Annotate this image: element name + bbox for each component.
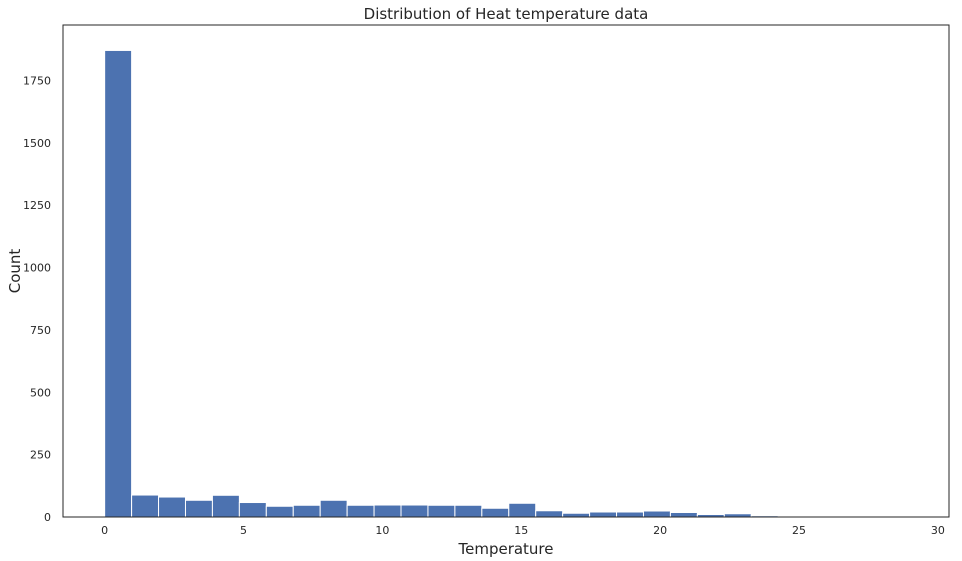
histogram-bar bbox=[158, 496, 186, 518]
histogram-bar bbox=[669, 512, 698, 518]
histogram-bar bbox=[400, 504, 429, 518]
histogram-bar bbox=[211, 494, 240, 518]
x-tick-label: 15 bbox=[514, 524, 528, 537]
histogram-bar bbox=[131, 494, 160, 518]
histogram-bar bbox=[104, 49, 133, 518]
histogram-bar bbox=[535, 510, 564, 518]
histogram-bar bbox=[427, 504, 456, 518]
x-tick-label: 10 bbox=[375, 524, 389, 537]
y-tick-label: 1500 bbox=[23, 137, 51, 150]
y-tick-label: 1250 bbox=[23, 199, 51, 212]
y-tick-label: 750 bbox=[30, 324, 51, 337]
y-tick-label: 1000 bbox=[23, 262, 51, 275]
x-tick-label: 20 bbox=[653, 524, 667, 537]
y-tick-label: 0 bbox=[44, 511, 51, 524]
histogram-bar bbox=[292, 504, 321, 518]
histogram-bar bbox=[589, 511, 618, 518]
histogram-bar bbox=[265, 505, 294, 518]
histogram-bar bbox=[562, 512, 591, 518]
histogram-bar bbox=[642, 510, 671, 518]
x-tick-label: 30 bbox=[931, 524, 945, 537]
y-tick-label: 1750 bbox=[23, 74, 51, 87]
y-tick-labels: 0 250 500 750 1000 1250 1500 1750 bbox=[23, 74, 51, 524]
x-tick-labels: 0 5 10 15 20 25 30 bbox=[101, 524, 945, 537]
x-tick-label: 25 bbox=[792, 524, 806, 537]
histogram-bar bbox=[184, 499, 213, 518]
chart-title: Distribution of Heat temperature data bbox=[364, 5, 649, 23]
bars-group bbox=[104, 49, 914, 518]
histogram-bar bbox=[373, 504, 402, 518]
histogram-bar bbox=[319, 499, 348, 518]
histogram-bar bbox=[454, 504, 483, 518]
y-tick-label: 250 bbox=[30, 449, 51, 462]
histogram-bar bbox=[238, 502, 267, 518]
y-tick-label: 500 bbox=[30, 386, 51, 399]
x-axis-label: Temperature bbox=[457, 540, 553, 558]
histogram-bar bbox=[346, 504, 375, 518]
histogram-bar bbox=[616, 511, 644, 518]
plot-frame bbox=[62, 24, 950, 518]
histogram-bar bbox=[481, 507, 510, 518]
histogram-bar bbox=[508, 502, 537, 518]
x-tick-label: 5 bbox=[240, 524, 247, 537]
x-tick-label: 0 bbox=[101, 524, 108, 537]
y-axis-label: Count bbox=[6, 249, 24, 294]
